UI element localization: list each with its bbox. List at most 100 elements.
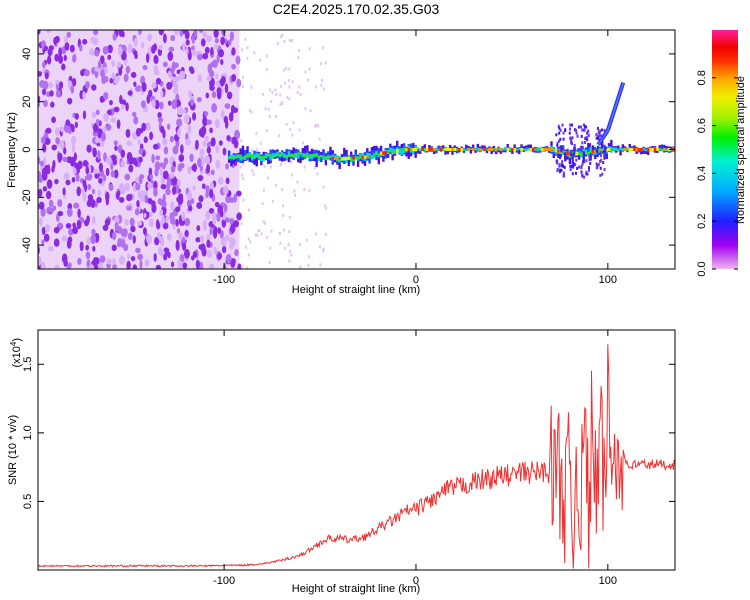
burst-speck <box>595 136 598 140</box>
noise-speck <box>60 140 65 150</box>
faint-speck <box>261 92 264 96</box>
ridge-blue <box>584 147 588 152</box>
noise-speck <box>41 226 46 236</box>
ridge-core <box>600 148 604 152</box>
faint-speck <box>280 84 283 88</box>
noise-speck <box>72 226 79 235</box>
svg-text:(x104): (x104) <box>9 338 24 368</box>
ridge-cyan <box>273 153 277 157</box>
ridge-outer <box>663 144 666 150</box>
snr-ylabel: SNR (10 * v/v) <box>7 415 19 485</box>
noise-speck <box>102 174 107 182</box>
noise-speck <box>110 170 115 178</box>
noise-speck <box>175 240 180 251</box>
ridge-core <box>566 152 570 156</box>
noise-speck <box>86 144 92 153</box>
faint-speck <box>294 193 297 197</box>
burst-speck <box>599 151 602 155</box>
noise-speck <box>79 216 83 223</box>
noise-speck <box>168 46 175 52</box>
noise-speck <box>198 195 204 203</box>
burst-speck <box>556 169 559 173</box>
noise-speck <box>195 259 200 269</box>
noise-speck <box>231 47 236 56</box>
burst-speck <box>582 123 585 127</box>
faint-speck <box>283 40 286 44</box>
noise-speck <box>80 69 85 77</box>
noise-speck <box>103 91 109 100</box>
ridge-green <box>271 156 275 160</box>
noise-speck <box>87 194 94 201</box>
ridge-cyan <box>359 153 362 158</box>
noise-speck <box>160 125 165 134</box>
ridge-outer <box>303 145 307 155</box>
burst-speck <box>571 123 574 127</box>
noise-speck <box>237 263 242 269</box>
noise-speck <box>119 94 123 104</box>
ridge-core <box>531 148 535 151</box>
ridge-green <box>617 149 620 151</box>
ridge-green <box>462 149 466 151</box>
noise-speck <box>155 155 161 161</box>
noise-speck <box>220 109 225 120</box>
noise-speck <box>228 39 232 46</box>
faint-speck <box>240 139 243 143</box>
burst-speck <box>602 150 605 154</box>
noise-speck <box>125 65 131 74</box>
colorbar-tick-label: 0.6 <box>696 118 708 133</box>
ridge-cyan <box>582 148 585 154</box>
ridge-cyan <box>336 155 339 158</box>
noise-speck <box>166 81 173 90</box>
ridge-green <box>237 154 240 157</box>
noise-speck <box>223 203 228 213</box>
noise-speck <box>190 45 195 51</box>
ridge-blue <box>573 148 576 154</box>
noise-speck <box>77 208 81 218</box>
ridge-green <box>287 154 291 158</box>
ridge-core <box>430 148 434 151</box>
noise-speck <box>92 36 96 42</box>
noise-speck <box>225 163 229 170</box>
noise-speck <box>134 208 140 216</box>
noise-speck <box>130 255 136 262</box>
ridge-outer <box>324 159 328 166</box>
noise-speck <box>98 260 104 269</box>
noise-speck <box>41 61 46 69</box>
noise-speck <box>100 69 105 78</box>
noise-speck <box>183 114 190 125</box>
faint-speck <box>256 148 259 152</box>
noise-speck <box>38 70 42 77</box>
noise-speck <box>162 170 169 180</box>
ridge-outer <box>329 146 332 158</box>
noise-speck <box>200 38 206 47</box>
noise-speck <box>72 222 76 228</box>
noise-speck <box>116 241 121 248</box>
noise-speck <box>54 53 60 62</box>
noise-speck <box>118 196 125 203</box>
burst-speck <box>570 140 573 144</box>
ridge-green <box>306 155 309 158</box>
noise-speck <box>174 30 179 36</box>
noise-speck <box>159 166 164 177</box>
noise-speck <box>145 53 150 64</box>
noise-speck <box>45 127 52 134</box>
ridge-green <box>577 152 581 156</box>
noise-speck <box>124 218 129 226</box>
noise-speck <box>192 251 197 258</box>
burst-speck <box>559 137 562 141</box>
ridge-green <box>246 154 249 158</box>
ridge-cyan <box>264 153 268 159</box>
ridge-core <box>513 148 517 151</box>
ridge-outer <box>511 149 514 154</box>
noise-speck <box>61 253 68 264</box>
noise-speck <box>203 120 208 126</box>
burst-speck <box>574 163 577 167</box>
noise-speck <box>153 187 158 197</box>
ridge-cyan <box>423 149 427 152</box>
noise-speck <box>67 97 73 105</box>
ridge-core <box>607 148 611 151</box>
noise-speck <box>54 127 60 137</box>
noise-speck <box>220 36 225 46</box>
burst-speck <box>597 135 600 139</box>
